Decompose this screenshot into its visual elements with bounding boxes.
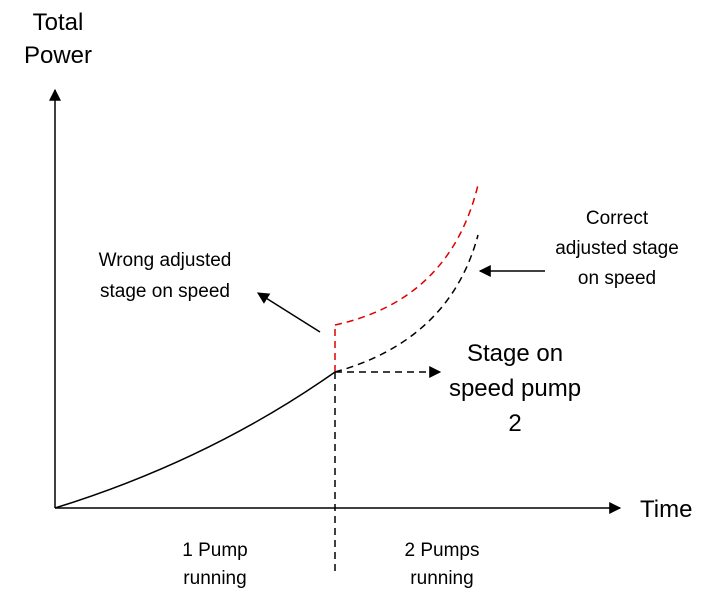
x-label: Time (640, 496, 692, 523)
y-label: Total Power (24, 9, 92, 69)
correct-label: Correct adjusted stage on speed (555, 208, 679, 289)
region-one-label: 1 Pump running (182, 540, 247, 589)
power-curve-one-pump (54, 371, 336, 509)
wrong-arrow (256, 292, 321, 333)
correct-curve (334, 234, 479, 373)
wrong-curve (334, 184, 479, 326)
region-two-label: 2 Pumps running (405, 540, 480, 589)
wrong-label: Wrong adjusted stage on speed (99, 250, 232, 302)
stage-label: Stage on speed pump 2 (449, 340, 581, 437)
